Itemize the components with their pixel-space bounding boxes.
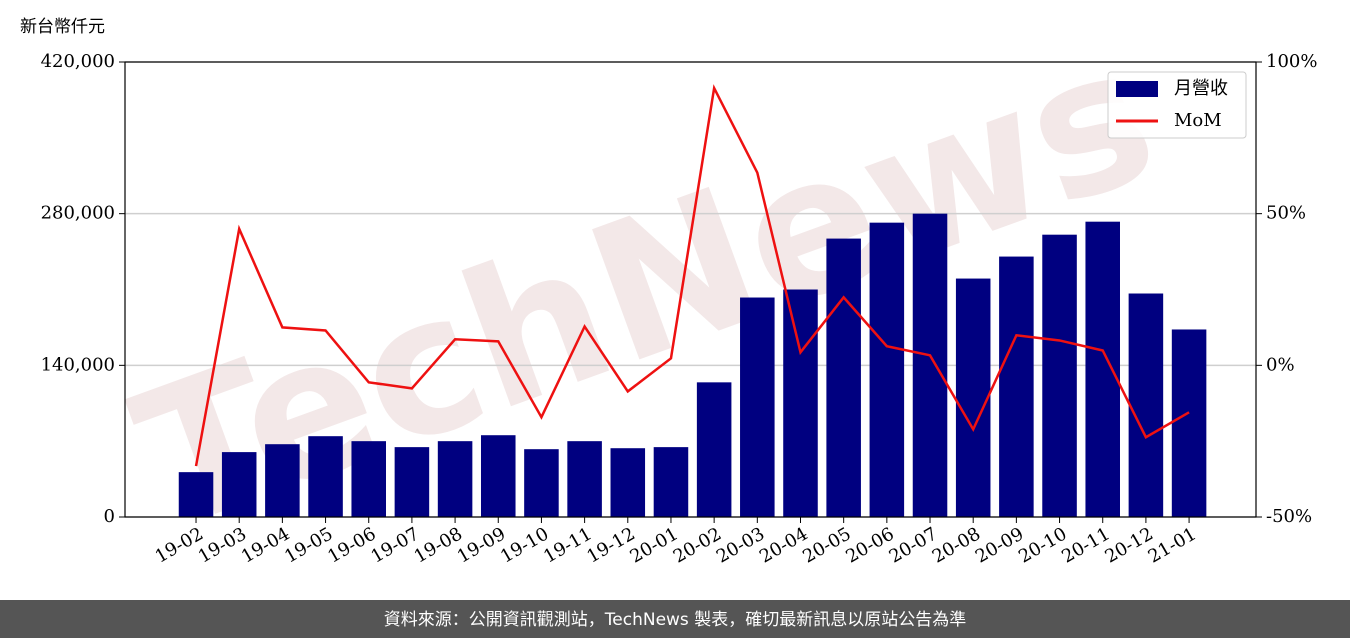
line [194, 84, 1190, 467]
legend-label: 月營收 [1174, 78, 1228, 99]
y2-tick-label: 50% [1266, 203, 1306, 224]
bar [696, 382, 732, 517]
bar [912, 213, 948, 517]
plot-frame [124, 61, 1257, 518]
bar [653, 447, 689, 517]
legend-label: MoM [1174, 110, 1222, 131]
bar [308, 436, 343, 517]
y-tick-label: 140,000 [41, 354, 115, 375]
y-tick-label: 420,000 [41, 51, 115, 72]
x-tick-label: 19-11 [540, 523, 595, 567]
x-tick-label: 20-01 [627, 523, 682, 567]
bar [1085, 221, 1120, 517]
x-tick-label: 21-01 [1145, 523, 1200, 567]
x-tick-label: 20-12 [1101, 523, 1156, 567]
bar [740, 297, 775, 517]
x-tick-label: 20-11 [1058, 523, 1113, 567]
x-tick-label: 19-06 [324, 523, 379, 567]
bar [955, 278, 991, 517]
bar [826, 238, 861, 518]
bar [783, 289, 818, 517]
y-tick-label: 0 [104, 506, 115, 527]
bar [480, 435, 516, 517]
bar [394, 447, 430, 517]
footer: 資料來源：公開資訊觀測站，TechNews 製表，確切最新訊息以原站公告為準 [384, 610, 966, 630]
x-tick-label: 20-06 [842, 523, 897, 567]
x-tick-label: 20-05 [799, 523, 854, 567]
bar [265, 444, 300, 517]
y2-tick-label: -50% [1266, 506, 1312, 527]
bar [524, 449, 559, 517]
bar [999, 256, 1034, 517]
x-tick-label: 20-04 [756, 523, 811, 567]
x-tick-label: 19-10 [497, 523, 552, 567]
bar [221, 452, 257, 517]
x-tick-label: 20-07 [886, 523, 941, 567]
bar [351, 441, 386, 517]
bar [178, 472, 214, 517]
footer-bar [0, 600, 1350, 638]
y2-tick-label: 100% [1266, 51, 1317, 72]
x-tick-label: 19-12 [583, 523, 638, 567]
bar [869, 222, 905, 518]
x-tick-label: 19-09 [454, 523, 509, 567]
bar [1042, 234, 1077, 517]
x-tick-label: 19-07 [367, 523, 422, 567]
legend-swatch [1116, 81, 1158, 97]
x-tick-label: 20-09 [972, 523, 1027, 567]
y-tick-label: 280,000 [41, 203, 115, 224]
y2-tick-label: 0% [1266, 354, 1295, 375]
bar [437, 441, 473, 517]
x-tick-label: 20-08 [929, 523, 984, 567]
x-tick-label: 19-08 [411, 523, 466, 567]
bar [567, 441, 602, 517]
bar [1171, 329, 1207, 517]
bar [610, 448, 646, 517]
x-tick-label: 20-10 [1015, 523, 1070, 567]
y-axis-label: 新台幣仟元 [20, 17, 105, 37]
bar [1128, 293, 1164, 517]
x-tick-label: 20-03 [713, 523, 768, 567]
x-tick-label: 20-02 [670, 523, 725, 567]
